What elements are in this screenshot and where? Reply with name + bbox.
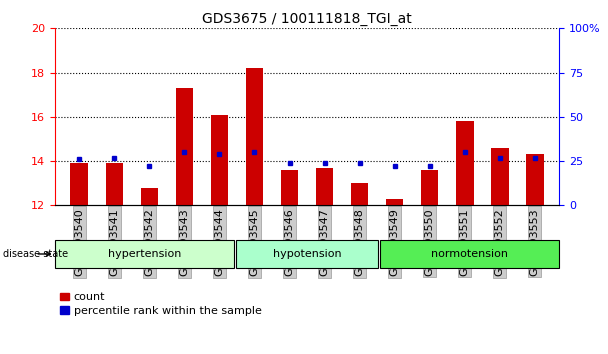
Bar — [71, 163, 88, 205]
Text: normotension: normotension — [430, 249, 508, 259]
Bar — [316, 168, 333, 205]
Bar — [456, 121, 474, 205]
Bar — [421, 170, 438, 205]
Bar — [491, 148, 508, 205]
FancyBboxPatch shape — [55, 240, 234, 268]
Bar — [351, 183, 368, 205]
Text: hypotension: hypotension — [273, 249, 341, 259]
Bar — [106, 163, 123, 205]
Bar — [210, 115, 228, 205]
Bar — [246, 68, 263, 205]
Bar — [386, 199, 404, 205]
Bar — [281, 170, 299, 205]
FancyBboxPatch shape — [380, 240, 559, 268]
Bar — [140, 188, 158, 205]
FancyBboxPatch shape — [236, 240, 378, 268]
Legend: count, percentile rank within the sample: count, percentile rank within the sample — [60, 292, 261, 316]
Bar — [176, 88, 193, 205]
Title: GDS3675 / 100111818_TGI_at: GDS3675 / 100111818_TGI_at — [202, 12, 412, 26]
Bar — [526, 154, 544, 205]
Text: disease state: disease state — [3, 249, 68, 259]
Text: hypertension: hypertension — [108, 249, 182, 259]
